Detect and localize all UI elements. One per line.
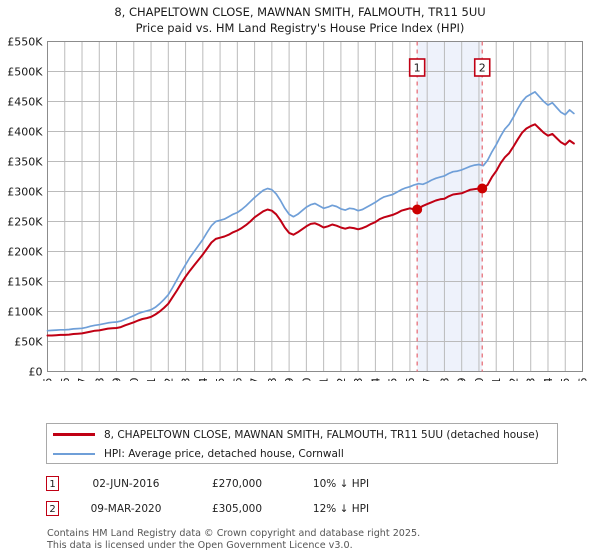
- x-axis-tick-label: 1995: [42, 378, 55, 382]
- transaction-hpi-delta-1: 10% ↓ HPI: [312, 477, 370, 490]
- y-axis-tick-label: £100K: [7, 306, 43, 319]
- legend-item-price-paid: 8, CHAPELTOWN CLOSE, MAWNAN SMITH, FALMO…: [47, 425, 557, 444]
- y-axis-tick-label: £550K: [7, 36, 43, 49]
- x-axis-tick-label: 1997: [76, 378, 89, 382]
- x-axis-tick-label: 1999: [111, 378, 124, 382]
- x-axis-tick-label: 2023: [525, 378, 538, 382]
- x-axis-tick-label: 2022: [507, 378, 520, 382]
- x-axis-tick-label: 2001: [145, 378, 158, 382]
- transaction-date-1: 02-JUN-2016: [92, 477, 160, 490]
- title-line-2: Price paid vs. HM Land Registry's House …: [135, 21, 465, 35]
- transaction-hpi-delta-2: 12% ↓ HPI: [312, 502, 370, 515]
- x-axis-tick-label: 2006: [231, 378, 244, 382]
- table-row[interactable]: 2 09-MAR-2020 £305,000 12% ↓ HPI: [46, 496, 566, 521]
- x-axis-tick-label: 2005: [214, 378, 227, 382]
- transaction-badge-2: 2: [46, 501, 59, 516]
- y-axis-tick-label: £50K: [14, 336, 43, 349]
- x-axis-tick-label: 1998: [93, 378, 106, 382]
- footer-line-2: This data is licensed under the Open Gov…: [47, 539, 353, 551]
- y-axis-tick-label: £150K: [7, 276, 43, 289]
- x-axis-tick-label: 2012: [335, 378, 348, 382]
- chart-legend: 8, CHAPELTOWN CLOSE, MAWNAN SMITH, FALMO…: [46, 423, 558, 464]
- y-axis-tick-label: £300K: [7, 186, 43, 199]
- x-axis-tick-label: 2014: [369, 378, 382, 382]
- x-axis-tick-label: 2009: [283, 378, 296, 382]
- chart-plot-area: £0 £50K £100K £150K £200K £250K £300K £350K £400…: [0, 36, 600, 381]
- table-row[interactable]: 1 02-JUN-2016 £270,000 10% ↓ HPI: [46, 471, 566, 496]
- legend-item-hpi: HPI: Average price, detached house, Corn…: [47, 444, 557, 463]
- x-axis-tick-label: 2019: [456, 378, 469, 382]
- transaction-badge-1: 1: [46, 476, 59, 491]
- price-chart-svg: £0 £50K £100K £150K £200K £250K £300K £350K £400…: [7, 36, 590, 382]
- x-axis-tick-label: 2024: [542, 378, 555, 382]
- title-line-1: 8, CHAPELTOWN CLOSE, MAWNAN SMITH, FALMO…: [114, 5, 486, 19]
- x-axis-tick-label: 2010: [300, 378, 313, 382]
- highlight-band: [417, 41, 483, 372]
- y-axis-tick-label: £200K: [7, 246, 43, 259]
- x-axis-tick-label: 2003: [180, 378, 193, 382]
- transaction-list: 1 02-JUN-2016 £270,000 10% ↓ HPI 2 09-MA…: [46, 471, 566, 521]
- x-axis-tick-label: 2016: [404, 378, 417, 382]
- x-axis-tick-label: 2018: [438, 378, 451, 382]
- x-axis-tick-label: 2000: [128, 378, 141, 382]
- x-axis-tick-label: 2011: [318, 378, 331, 382]
- y-axis-tick-label: £400K: [7, 126, 43, 139]
- transaction-badge-label: 2: [479, 62, 486, 75]
- transaction-point-marker: [477, 183, 488, 194]
- y-axis-tick-label: £0: [29, 366, 43, 379]
- x-axis-tick-label: 2026: [577, 378, 590, 382]
- x-axis-tick-label: 2004: [197, 378, 210, 382]
- hpi-series-line: [46, 91, 575, 332]
- price-paid-series-line: [46, 123, 575, 337]
- x-axis-tick-label: 2008: [266, 378, 279, 382]
- plot-frame: [47, 41, 583, 372]
- footer-attribution: Contains HM Land Registry data © Crown c…: [47, 528, 587, 551]
- x-axis-tick-label: 2020: [473, 378, 486, 382]
- y-axis-tick-label: £500K: [7, 66, 43, 79]
- legend-swatch-price-paid-icon: [53, 433, 95, 436]
- x-axis-tick-label: 2025: [559, 378, 572, 382]
- transaction-badge-marker: [408, 58, 426, 77]
- footer-line-1: Contains HM Land Registry data © Crown c…: [47, 528, 421, 539]
- transaction-point-marker: [412, 204, 423, 215]
- x-axis-tick-label: 2002: [162, 378, 175, 382]
- legend-label-hpi: HPI: Average price, detached house, Corn…: [104, 447, 344, 460]
- y-axis-tick-label: £350K: [7, 156, 43, 169]
- x-axis-tick-label: 2017: [421, 378, 434, 382]
- transaction-badge-label: 1: [414, 62, 421, 75]
- legend-swatch-hpi-icon: [53, 452, 95, 455]
- x-axis-tick-label: 1996: [59, 378, 72, 382]
- transaction-price-1: £270,000: [211, 477, 263, 490]
- y-axis-tick-label: £450K: [7, 96, 43, 109]
- y-axis-tick-label: £250K: [7, 216, 43, 229]
- x-axis-tick-label: 2007: [249, 378, 262, 382]
- transaction-date-2: 09-MAR-2020: [90, 502, 162, 515]
- x-axis-tick-label: 2015: [387, 378, 400, 382]
- transaction-badge-marker: [473, 58, 491, 77]
- transaction-price-2: £305,000: [211, 502, 263, 515]
- page-title: 8, CHAPELTOWN CLOSE, MAWNAN SMITH, FALMO…: [0, 4, 600, 36]
- x-axis-tick-label: 2021: [490, 378, 503, 382]
- x-axis-tick-label: 2013: [352, 378, 365, 382]
- legend-label-price-paid: 8, CHAPELTOWN CLOSE, MAWNAN SMITH, FALMO…: [104, 428, 539, 441]
